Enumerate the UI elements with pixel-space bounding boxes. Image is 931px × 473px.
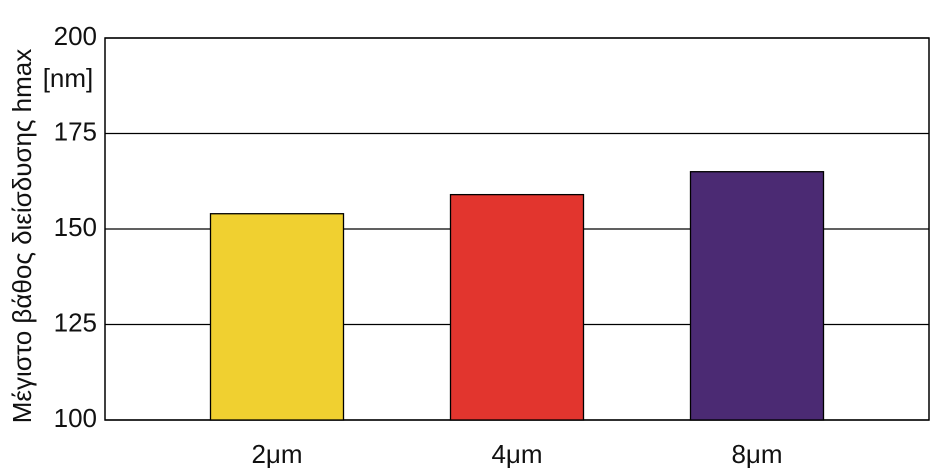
y-tick-label: 100 bbox=[54, 403, 97, 433]
y-axis-label: Μέγιστο βάθος διείσδυσης hmax bbox=[7, 49, 37, 424]
bar bbox=[689, 171, 825, 421]
unit-label: [nm] bbox=[43, 63, 94, 93]
y-tick-label: 125 bbox=[54, 307, 97, 337]
y-tick-label: 175 bbox=[54, 116, 97, 146]
bar bbox=[449, 193, 585, 421]
y-tick-label: 200 bbox=[54, 21, 97, 51]
x-tick-label: 2μm bbox=[251, 439, 302, 469]
bar bbox=[209, 213, 345, 421]
x-tick-label: 8μm bbox=[731, 439, 782, 469]
x-tick-label: 4μm bbox=[491, 439, 542, 469]
y-tick-label: 150 bbox=[54, 212, 97, 242]
